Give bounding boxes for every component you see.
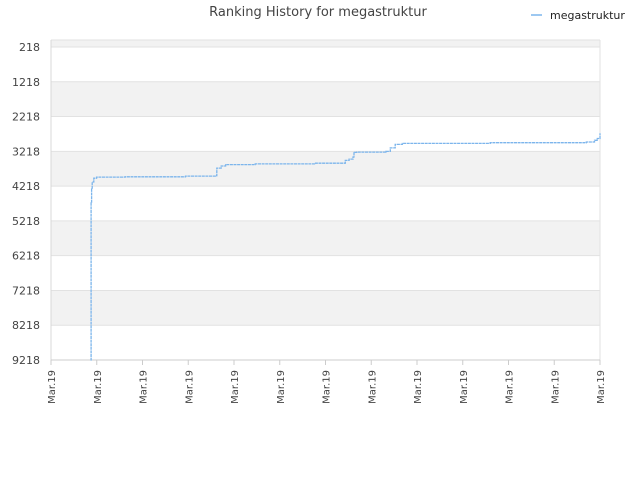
x-tick-label: Mar.19 — [367, 370, 378, 404]
y-tick-label: 3218 — [12, 145, 40, 158]
y-axis: 218 1218 2218 3218 4218 5218 6218 7218 8218 9218 — [12, 41, 40, 367]
y-tick-label: 1218 — [12, 76, 40, 89]
series-group — [90, 133, 601, 361]
y-tick-label: 218 — [19, 41, 40, 54]
plot-band — [51, 290, 600, 326]
x-tick-label: Mar.19 — [276, 370, 287, 404]
y-tick-label: 7218 — [12, 284, 40, 297]
chart-title: Ranking History for megastruktur — [209, 5, 427, 20]
x-tick-label: Mar.19 — [505, 370, 516, 404]
series-line — [90, 133, 601, 361]
plot-band — [51, 151, 600, 187]
x-tick-label: Mar.19 — [184, 370, 195, 404]
plot-bands — [51, 40, 600, 326]
plot-band — [51, 81, 600, 117]
x-tick-label: Mar.19 — [459, 370, 470, 404]
x-tick-label: Mar.19 — [596, 370, 607, 404]
legend-label: megastruktur — [550, 9, 625, 22]
y-tick-label: 8218 — [12, 319, 40, 332]
x-axis: Mar.19 Mar.19 Mar.19 Mar.19 Mar.19 Mar.19 Mar.… — [47, 360, 607, 404]
legend: megastruktur — [531, 9, 625, 22]
x-tick-label: Mar.19 — [550, 370, 561, 404]
plot-band — [51, 40, 600, 47]
y-tick-label: 9218 — [12, 354, 40, 367]
x-tick-label: Mar.19 — [413, 370, 424, 404]
y-tick-label: 2218 — [12, 111, 40, 124]
x-tick-label: Mar.19 — [93, 370, 104, 404]
x-tick-label: Mar.19 — [230, 370, 241, 404]
y-tick-label: 4218 — [12, 180, 40, 193]
y-tick-label: 5218 — [12, 215, 40, 228]
x-tick-label: Mar.19 — [322, 370, 333, 404]
plot-band — [51, 220, 600, 256]
y-tick-label: 6218 — [12, 250, 40, 263]
x-tick-label: Mar.19 — [47, 370, 58, 404]
x-tick-label: Mar.19 — [139, 370, 150, 404]
